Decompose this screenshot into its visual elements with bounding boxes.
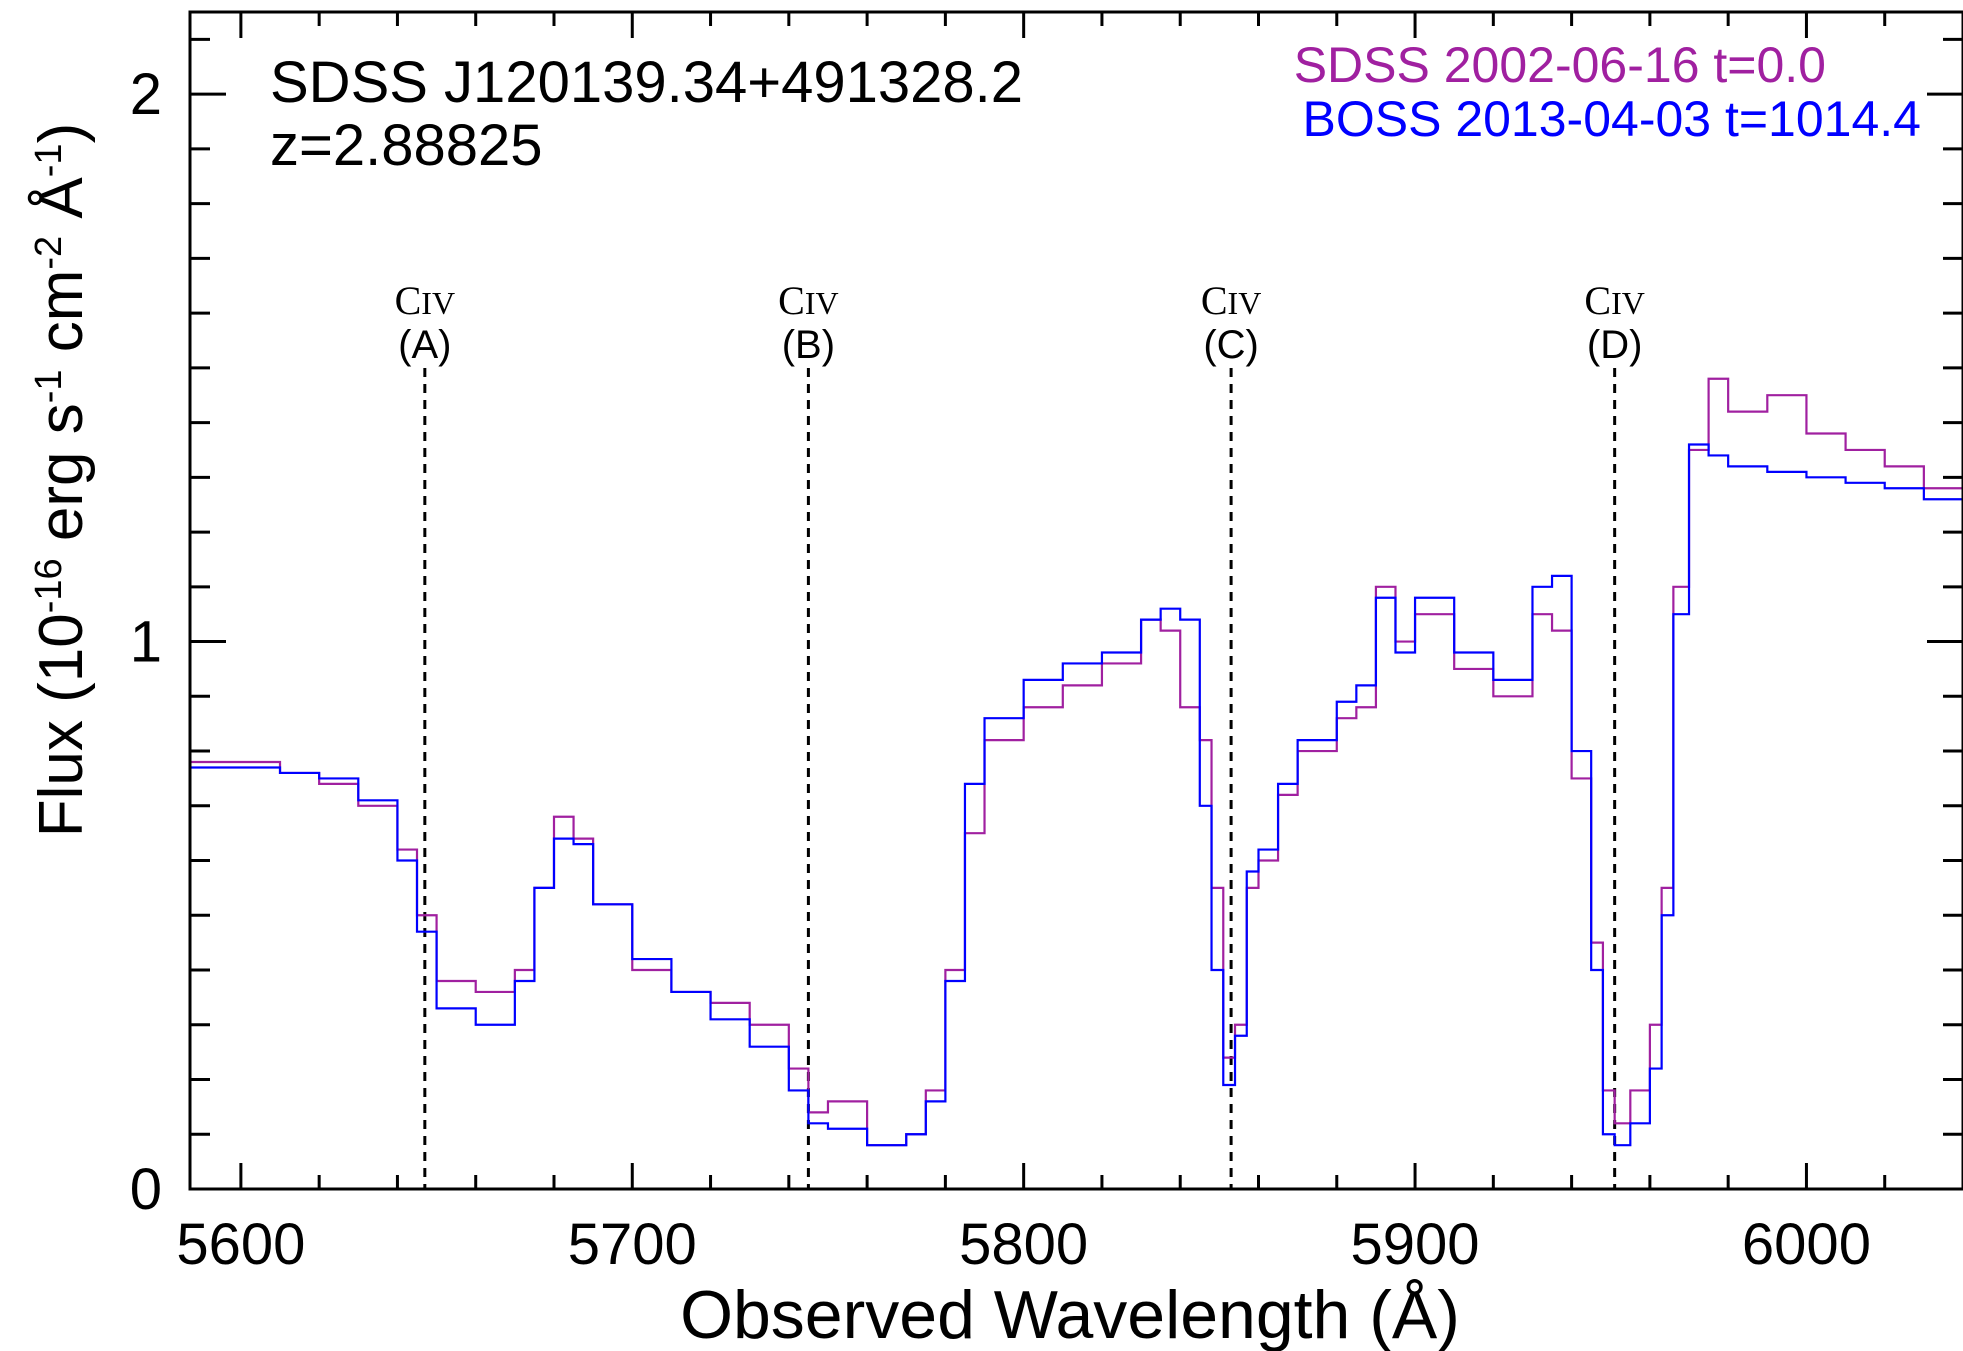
x-tick-label: 5800	[959, 1212, 1088, 1277]
y-tick-label: 2	[130, 62, 162, 127]
minor-ticks	[190, 12, 1963, 1189]
x-tick-label: 5600	[176, 1212, 305, 1277]
major-ticks	[190, 12, 1963, 1191]
civ-ion-element: C	[1584, 278, 1611, 323]
civ-marker-label: (D)	[1587, 323, 1643, 367]
plot-frame	[188, 10, 1963, 1191]
y-tick-label: 0	[130, 1157, 162, 1222]
legend-entry-sdss: SDSS 2002-06-16 t=0.0	[1294, 37, 1826, 93]
x-tick-label: 5900	[1351, 1212, 1480, 1277]
line-markers: CIV(A)CIV(B)CIV(C)CIV(D)	[395, 278, 1645, 1189]
object-name: SDSS J120139.34+491328.2	[270, 50, 1023, 115]
civ-ion-element: C	[395, 278, 422, 323]
legend-entry-boss: BOSS 2013-04-03 t=1014.4	[1302, 91, 1921, 147]
series-sdss-line	[190, 377, 1963, 1147]
civ-ion-label: CIV	[395, 278, 455, 323]
y-axis-label: Flux (10-16 erg s-1 cm-2 Å-1)	[27, 123, 96, 837]
series-group	[190, 377, 1963, 1147]
y-tick-labels: 0 1 2	[130, 62, 162, 1222]
civ-marker-label: (A)	[398, 323, 451, 367]
civ-ion-label: CIV	[1201, 278, 1261, 323]
civ-ion-stage: IV	[805, 285, 839, 321]
x-axis-label: Observed Wavelength (Å)	[680, 1277, 1460, 1351]
civ-ion-element: C	[1201, 278, 1228, 323]
legend: SDSS 2002-06-16 t=0.0 BOSS 2013-04-03 t=…	[1294, 37, 1921, 147]
x-tick-label: 5700	[568, 1212, 697, 1277]
series-boss-line	[190, 443, 1963, 1147]
civ-ion-label: CIV	[1584, 278, 1644, 323]
civ-ion-stage: IV	[1611, 285, 1645, 321]
x-tick-labels: 5600 5700 5800 5900 6000	[176, 1212, 1871, 1277]
civ-marker-label: (C)	[1203, 323, 1259, 367]
redshift-label: z=2.88825	[270, 113, 543, 178]
civ-marker-label: (B)	[782, 323, 835, 367]
civ-ion-stage: IV	[1228, 285, 1262, 321]
y-tick-label: 1	[130, 610, 162, 675]
civ-ion-label: CIV	[778, 278, 838, 323]
x-tick-label: 6000	[1742, 1212, 1871, 1277]
civ-ion-stage: IV	[421, 285, 455, 321]
civ-ion-element: C	[778, 278, 805, 323]
